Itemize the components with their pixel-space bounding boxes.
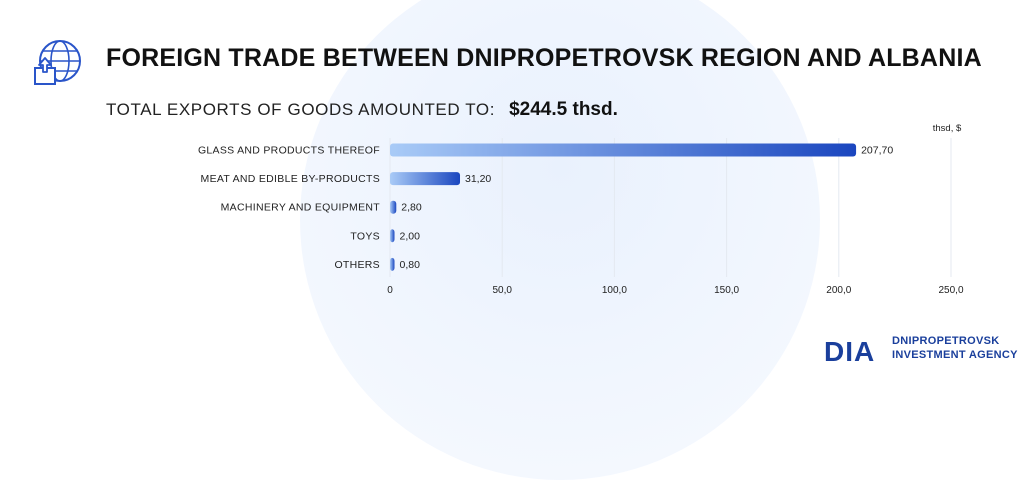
- data-label: 31,20: [465, 173, 491, 185]
- category-label: TOYS: [350, 230, 380, 242]
- brand-line-1: DNIPROPETROVSK: [892, 335, 1000, 347]
- data-label: 2,00: [400, 230, 421, 242]
- x-tick-label: 50,0: [492, 285, 512, 296]
- page-title: FOREIGN TRADE BETWEEN DNIPROPETROVSK REG…: [106, 44, 982, 72]
- dia-logo: DIA: [824, 336, 875, 364]
- brand-line-2: INVESTMENT AGENCY: [892, 349, 1018, 361]
- bar: [390, 200, 397, 214]
- x-tick-label: 0: [387, 285, 393, 296]
- data-label: 2,80: [401, 202, 422, 214]
- bar: [390, 172, 461, 186]
- bar: [390, 257, 395, 271]
- category-label: MEAT AND EDIBLE BY-PRODUCTS: [201, 173, 380, 185]
- globe-export-icon: [34, 40, 81, 85]
- x-tick-label: 100,0: [602, 285, 627, 296]
- x-tick-label: 150,0: [714, 285, 739, 296]
- subtitle-value: $244.5 thsd.: [509, 99, 618, 120]
- x-tick-label: 200,0: [826, 285, 851, 296]
- category-label: GLASS AND PRODUCTS THEREOF: [198, 145, 380, 157]
- background-circle: [300, 0, 820, 480]
- subtitle-label: TOTAL EXPORTS OF GOODS AMOUNTED TO:: [106, 100, 496, 119]
- category-label: OTHERS: [334, 259, 380, 271]
- data-label: 207,70: [861, 145, 893, 157]
- bar: [390, 229, 395, 243]
- subtitle: TOTAL EXPORTS OF GOODS AMOUNTED TO: $244…: [106, 99, 618, 121]
- labels: 0 50,0 100,0 150,0 200,0 250,0 GLASS AND PRODU…: [198, 145, 964, 297]
- grid-lines: [389, 138, 952, 277]
- data-label: 0,80: [400, 259, 421, 271]
- brand-name: DNIPROPETROVSK INVESTMENT AGENCY: [892, 334, 1018, 362]
- bar-chart: 0 50,0 100,0 150,0 200,0 250,0 GLASS AND PRODU…: [198, 123, 964, 297]
- x-tick-label: 250,0: [938, 285, 963, 296]
- bar: [390, 143, 857, 157]
- bars: [390, 143, 857, 271]
- unit-label: thsd, $: [933, 123, 962, 134]
- category-label: MACHINERY AND EQUIPMENT: [221, 202, 381, 214]
- dia-logo-text: DIA: [824, 336, 875, 364]
